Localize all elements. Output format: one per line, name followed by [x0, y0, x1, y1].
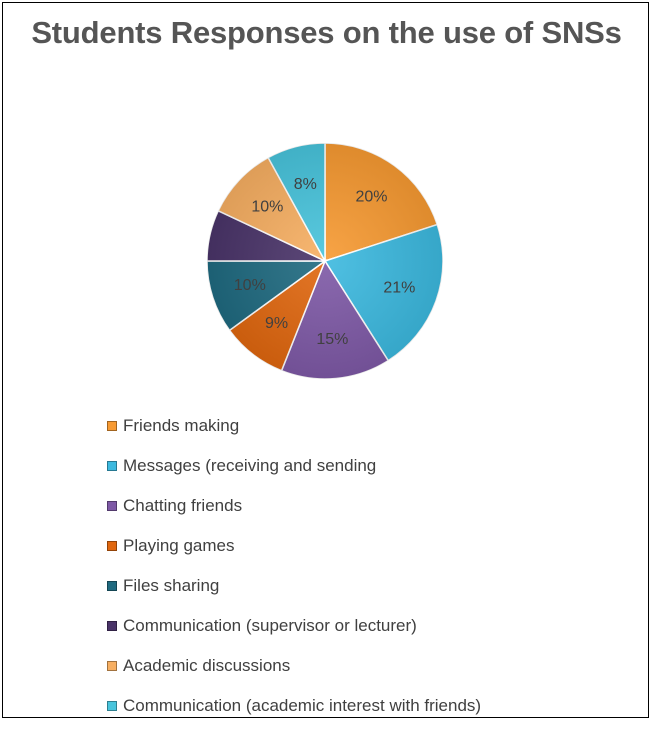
legend-item-communication-supervisor-or-lecturer: Communication (supervisor or lecturer) [107, 612, 481, 652]
legend-swatch [107, 541, 117, 551]
legend-item-chatting-friends: Chatting friends [107, 492, 481, 532]
legend-item-communication-academic-interest-with-friends: Communication (academic interest with fr… [107, 692, 481, 732]
legend-swatch [107, 701, 117, 711]
legend-label: Academic discussions [123, 656, 291, 675]
legend-label: Friends making [123, 416, 240, 435]
legend-swatch [107, 621, 117, 631]
legend-swatch [107, 501, 117, 511]
legend-swatch [107, 661, 117, 671]
legend-item-friends-making: Friends making [107, 412, 481, 452]
legend-label: Communication (academic interest with fr… [123, 696, 482, 715]
legend: Friends making Messages (receiving and se… [107, 412, 481, 732]
legend-label: Playing games [123, 536, 235, 555]
slice-label-friends-making: 20% [355, 189, 387, 206]
slice-label-playing-games: 9% [265, 315, 288, 332]
slice-label-files-sharing: 10% [234, 277, 266, 294]
legend-item-playing-games: Playing games [107, 532, 481, 572]
chart-title: Students Responses on the use of SNSs [31, 15, 622, 50]
legend-item-messages-receiving-and-sending: Messages (receiving and sending [107, 452, 481, 492]
legend-swatch [107, 421, 117, 431]
slice-label-chatting-friends: 15% [316, 331, 348, 348]
slice-label-communication-academic-interest-with-friends: 8% [294, 176, 317, 193]
slice-label-academic-discussions: 10% [251, 198, 283, 215]
slice-label-messages-receiving-and-sending: 21% [383, 279, 415, 296]
legend-item-files-sharing: Files sharing [107, 572, 481, 612]
legend-label: Files sharing [123, 576, 220, 595]
legend-swatch [107, 461, 117, 471]
legend-label: Chatting friends [123, 496, 243, 515]
legend-swatch [107, 581, 117, 591]
legend-item-academic-discussions: Academic discussions [107, 652, 481, 692]
legend-label: Communication (supervisor or lecturer) [123, 616, 417, 635]
legend-label: Messages (receiving and sending [123, 456, 377, 475]
